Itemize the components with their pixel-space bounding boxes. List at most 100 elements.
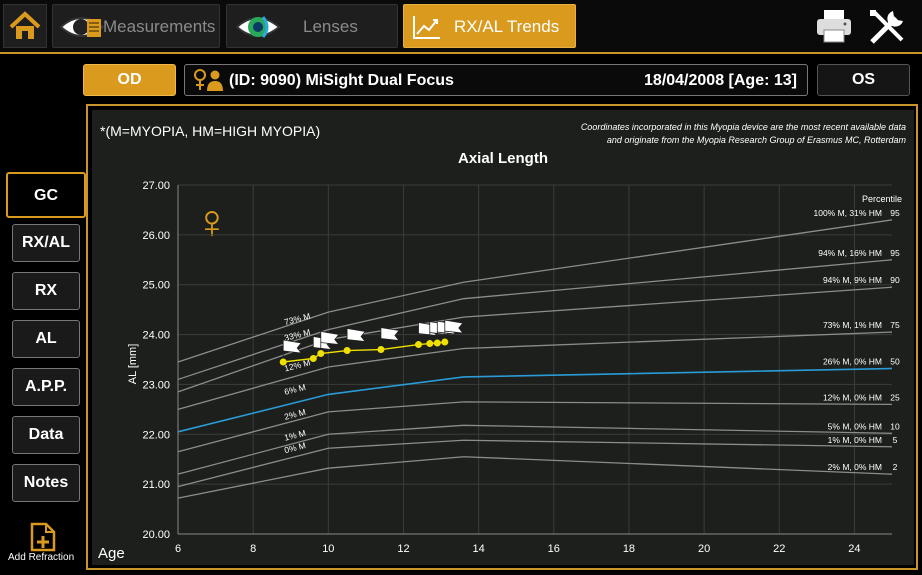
patient-info-bar: (ID: 9090) MiSight Dual Focus 18/04/2008… [184, 64, 808, 96]
toolbar-divider [0, 52, 922, 54]
patient-gender-icon [194, 69, 223, 91]
percentile-value-label: 90 [890, 275, 900, 285]
measurement-flag-icon [346, 328, 367, 351]
sidebar-item-al[interactable]: AL [12, 320, 80, 358]
data-source-credit-1: Coordinates incorporated in this Myopia … [581, 122, 906, 132]
y-axis-label: AL [mm] [127, 344, 139, 385]
print-button[interactable] [814, 6, 854, 46]
myopia-legend-note: *(M=MYOPIA, HM=HIGH MYOPIA) [100, 123, 320, 139]
add-refraction-label: Add Refraction [8, 552, 75, 563]
patient-data-point [343, 347, 351, 355]
trend-chart-icon [413, 16, 440, 39]
percentile-curve-line [177, 331, 893, 410]
tab-rx-al-trends[interactable]: RX/AL Trends [403, 4, 576, 48]
percentile-value-label: 75 [890, 320, 900, 330]
chart-title: Axial Length [458, 150, 548, 167]
patient-measurements [279, 319, 464, 366]
percentile-curve-line [177, 439, 893, 488]
percentile-value-label: 95 [890, 208, 900, 218]
measurement-flag-icon [380, 327, 400, 350]
curve-end-label: 26% M, 0% HM [823, 356, 882, 366]
curve-end-label: 2% M, 0% HM [828, 462, 882, 472]
percentile-value-label: 50 [890, 356, 900, 366]
patient-data-point [426, 340, 434, 348]
y-tick-label: 20.00 [142, 529, 170, 541]
percentile-value-label: 5 [893, 435, 898, 445]
percentile-curve-line [177, 401, 893, 453]
y-tick-label: 23.00 [142, 379, 170, 391]
curve-start-label: 2% M [283, 407, 307, 422]
settings-button[interactable] [866, 6, 908, 48]
percentile-value-label: 2 [893, 462, 898, 472]
sidebar-item-gc[interactable]: GC [6, 172, 86, 218]
chart-area: *(M=MYOPIA, HM=HIGH MYOPIA) Coordinates … [92, 110, 914, 565]
tab-measurements-label: Measurements [103, 17, 216, 36]
add-refraction-button[interactable]: Add Refraction [2, 520, 82, 568]
y-tick-label: 25.00 [142, 280, 170, 292]
y-tick-label: 21.00 [142, 479, 170, 491]
percentile-curve-line [177, 424, 893, 475]
tab-rx-al-trends-label: RX/AL Trends [454, 17, 560, 36]
percentile-value-label: 95 [890, 248, 900, 258]
printer-icon [817, 10, 851, 43]
x-tick-label: 20 [698, 543, 710, 555]
home-button[interactable] [3, 4, 47, 48]
x-tick-label: 14 [473, 543, 485, 555]
patient-name: (ID: 9090) MiSight Dual Focus [229, 72, 454, 89]
x-tick-label: 6 [175, 543, 181, 555]
tab-measurements[interactable]: Measurements [52, 4, 220, 48]
x-tick-label: 16 [548, 543, 560, 555]
percentile-value-label: 25 [890, 392, 900, 402]
curve-end-label: 1% M, 0% HM [828, 435, 882, 445]
measurement-flag-icon [282, 339, 303, 362]
curve-end-label: 73% M, 1% HM [823, 320, 882, 330]
sidebar-item-notes[interactable]: Notes [12, 464, 80, 502]
percentile-curve-line [177, 286, 893, 393]
x-axis-label: Age [98, 545, 125, 562]
curve-end-label: 100% M, 31% HM [814, 208, 883, 218]
patient-data-point [441, 338, 449, 346]
sidebar-item-data[interactable]: Data [12, 416, 80, 454]
eye-lens-icon [235, 16, 281, 38]
od-button[interactable]: OD [83, 64, 176, 96]
percentile-header: Percentile [862, 194, 902, 204]
y-tick-label: 27.00 [142, 180, 170, 192]
patient-data-point [317, 350, 325, 358]
y-tick-label: 22.00 [142, 429, 170, 441]
patient-data-point [415, 341, 423, 349]
percentile-curves: 100% M, 31% HM 95 94% M, 16% HM 95 94% M, 9%… [177, 208, 900, 499]
sidebar-item-app[interactable]: A.P.P. [12, 368, 80, 406]
percentile-curve-line [177, 259, 893, 381]
measurement-flag-icon [320, 331, 340, 354]
y-tick-label: 24.00 [142, 330, 170, 342]
patient-date-age: 18/04/2008 [Age: 13] [644, 72, 797, 89]
x-tick-label: 18 [623, 543, 635, 555]
tools-icon [870, 10, 904, 44]
percentile-curve-line [177, 456, 893, 499]
home-icon [9, 11, 41, 39]
patient-data-point [377, 346, 385, 354]
x-tick-label: 10 [322, 543, 334, 555]
x-tick-label: 8 [250, 543, 256, 555]
y-tick-label: 26.00 [142, 230, 170, 242]
curve-start-label: 0% M [283, 440, 307, 455]
eye-measure-icon [59, 17, 105, 37]
tab-lenses[interactable]: Lenses [226, 4, 398, 48]
x-tick-label: 12 [397, 543, 409, 555]
tab-lenses-label: Lenses [303, 17, 358, 36]
curve-end-label: 94% M, 16% HM [818, 248, 882, 258]
data-source-credit-2: and originate from the Myopia Research G… [607, 135, 907, 145]
add-document-icon [30, 522, 56, 552]
curve-start-label: 73% M [283, 311, 311, 327]
measurement-flag-icon [444, 319, 464, 343]
patient-data-point [309, 355, 317, 363]
patient-data-point [279, 358, 287, 366]
female-symbol: ♀ [194, 196, 230, 249]
curve-end-label: 94% M, 9% HM [823, 275, 882, 285]
os-button[interactable]: OS [817, 64, 910, 96]
patient-data-point [433, 339, 441, 347]
sidebar-item-rx-al[interactable]: RX/AL [12, 224, 80, 262]
x-tick-label: 24 [848, 543, 860, 555]
curve-end-label: 12% M, 0% HM [823, 392, 882, 402]
sidebar-item-rx[interactable]: RX [12, 272, 80, 310]
